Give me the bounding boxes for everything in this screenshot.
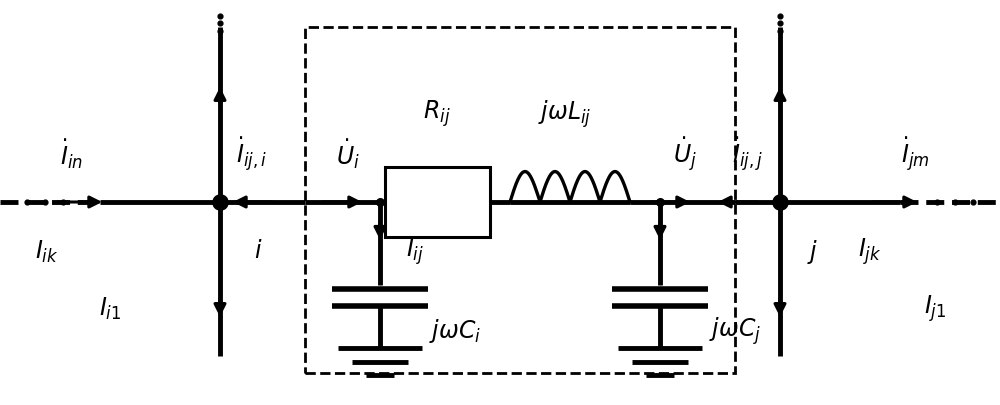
Point <box>772 28 788 35</box>
Point <box>965 199 981 206</box>
Text: $i$: $i$ <box>254 240 262 262</box>
Point <box>372 199 388 206</box>
Bar <box>385 168 490 237</box>
Point <box>55 199 71 206</box>
Point <box>772 21 788 28</box>
Point <box>772 199 788 206</box>
Point <box>652 199 668 206</box>
Point <box>929 199 945 206</box>
Point <box>212 199 228 206</box>
Text: $I_{ij}$: $I_{ij}$ <box>406 236 424 266</box>
Text: $\dot{I}_{jm}$: $\dot{I}_{jm}$ <box>901 135 929 173</box>
Text: $j\omega C_{i}$: $j\omega C_{i}$ <box>429 316 481 344</box>
Text: $j\omega L_{ij}$: $j\omega L_{ij}$ <box>538 98 592 129</box>
Point <box>37 199 53 206</box>
Text: $I_{i1}$: $I_{i1}$ <box>99 295 121 321</box>
Text: $\dot{U}_{j}$: $\dot{U}_{j}$ <box>673 135 697 173</box>
Text: $j$: $j$ <box>807 237 819 265</box>
Text: $\dot{I}_{ij,i}$: $\dot{I}_{ij,i}$ <box>236 135 268 173</box>
Text: $I_{j1}$: $I_{j1}$ <box>924 292 946 323</box>
Text: $\dot{U}_{i}$: $\dot{U}_{i}$ <box>336 137 360 171</box>
Text: $\dot{I}_{in}$: $\dot{I}_{in}$ <box>60 137 84 171</box>
Point <box>947 199 963 206</box>
Point <box>212 14 228 20</box>
Text: $\dot{I}_{ij,j}$: $\dot{I}_{ij,j}$ <box>732 135 764 173</box>
Text: $j\omega C_{j}$: $j\omega C_{j}$ <box>709 314 761 346</box>
Text: $I_{ik}$: $I_{ik}$ <box>35 238 59 264</box>
Text: $R_{ij}$: $R_{ij}$ <box>423 98 451 129</box>
Point <box>212 28 228 35</box>
Text: $I_{jk}$: $I_{jk}$ <box>858 236 882 266</box>
Point <box>772 14 788 20</box>
Point <box>212 21 228 28</box>
Point <box>19 199 35 206</box>
